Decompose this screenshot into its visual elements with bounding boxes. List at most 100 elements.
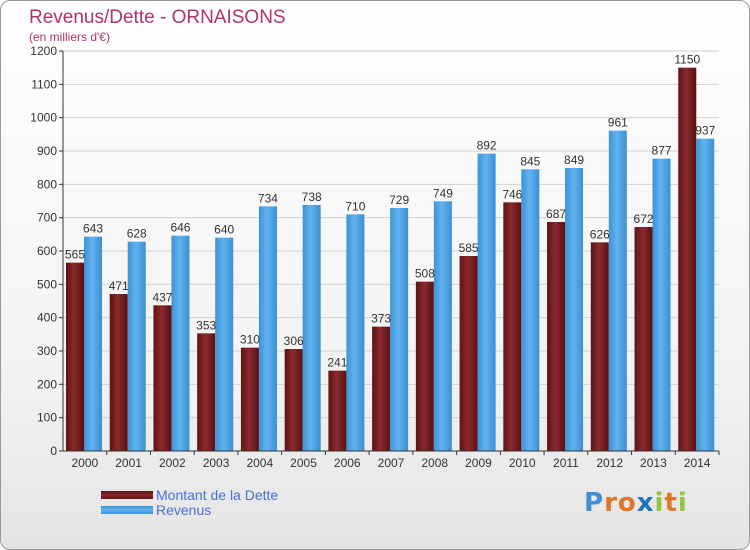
x-tick-label: 2014 (684, 456, 711, 470)
bar-debt (503, 202, 522, 451)
data-label-debt: 373 (371, 312, 391, 326)
y-tick-label: 300 (37, 344, 57, 358)
bar-debt (372, 326, 391, 451)
x-tick-label: 2009 (465, 456, 492, 470)
data-label-debt: 306 (284, 334, 304, 348)
logo-letter: P (584, 488, 605, 518)
y-tick-label: 700 (37, 211, 57, 225)
logo-letter: i (654, 488, 665, 518)
data-label-revenue: 877 (652, 144, 672, 158)
proxiti-logo: Proxiti (584, 488, 688, 518)
bar-revenue (565, 168, 584, 451)
x-tick-label: 2004 (246, 456, 273, 470)
y-tick-label: 400 (37, 311, 57, 325)
x-tick-label: 2012 (596, 456, 623, 470)
bar-revenue (127, 241, 146, 451)
bar-debt (109, 294, 128, 451)
data-label-revenue: 738 (302, 190, 322, 204)
chart-title: Revenus/Dette - ORNAISONS (29, 7, 286, 28)
bar-debt (415, 281, 434, 451)
data-label-revenue: 849 (564, 153, 584, 167)
bar-debt (590, 242, 609, 451)
data-label-debt: 565 (65, 248, 85, 262)
bar-debt (66, 262, 84, 451)
logo-letter: o (617, 488, 637, 518)
data-label-debt: 672 (634, 212, 654, 226)
data-label-debt: 508 (415, 267, 435, 281)
y-tick-label: 600 (37, 244, 57, 258)
y-tick-label: 200 (37, 377, 57, 391)
data-label-revenue: 749 (433, 186, 453, 200)
bar-revenue (215, 237, 234, 451)
data-label-debt: 471 (109, 279, 129, 293)
data-label-revenue: 640 (214, 223, 234, 237)
bar-revenue (608, 130, 627, 451)
legend-item-debt: Montant de la Dette (101, 486, 279, 503)
legend-label-debt: Montant de la Dette (156, 486, 279, 503)
bar-debt (328, 370, 347, 451)
chart-legend: Montant de la Dette Revenus (101, 486, 279, 518)
bar-debt (153, 305, 172, 451)
bar-revenue (652, 158, 671, 451)
bar-debt (547, 222, 566, 451)
bar-revenue (258, 206, 277, 451)
data-label-debt: 626 (590, 227, 610, 241)
bar-revenue (477, 153, 496, 451)
bar-revenue (171, 235, 190, 451)
legend-item-revenue: Revenus (101, 501, 278, 518)
bar-debt (459, 256, 478, 451)
x-tick-label: 2011 (553, 456, 579, 470)
y-tick-label: 1200 (30, 44, 57, 58)
data-label-debt: 687 (546, 207, 566, 221)
data-label-debt: 746 (502, 187, 522, 201)
data-label-debt: 310 (240, 333, 260, 347)
legend-label-revenue: Revenus (156, 501, 212, 518)
data-label-revenue: 937 (695, 124, 715, 138)
bar-debt (197, 333, 216, 451)
logo-letter: t (664, 488, 678, 518)
legend-swatch-revenue (101, 505, 153, 514)
x-tick-label: 2002 (159, 456, 186, 470)
bar-revenue (346, 214, 365, 451)
y-tick-label: 800 (37, 177, 57, 191)
legend-swatch-debt (101, 490, 153, 499)
bar-debt (284, 349, 303, 451)
bar-revenue (433, 201, 452, 451)
data-label-debt: 241 (327, 356, 347, 370)
x-tick-label: 2008 (421, 456, 448, 470)
data-label-debt: 353 (196, 318, 216, 332)
y-tick-label: 1000 (30, 111, 57, 125)
bar-revenue (302, 205, 321, 451)
data-label-revenue: 729 (389, 193, 409, 207)
data-label-debt: 1150 (674, 53, 700, 67)
logo-letter: r (604, 488, 618, 518)
bar-debt (678, 67, 697, 452)
data-label-revenue: 643 (83, 222, 103, 236)
y-tick-label: 100 (37, 411, 57, 425)
bar-debt (240, 347, 259, 451)
x-tick-label: 2013 (640, 456, 667, 470)
x-tick-label: 2010 (509, 456, 536, 470)
data-label-revenue: 845 (520, 154, 540, 168)
bar-revenue (84, 236, 102, 451)
bar-revenue (521, 169, 540, 452)
x-tick-label: 2003 (203, 456, 230, 470)
bar-revenue (696, 138, 715, 451)
data-label-debt: 437 (152, 290, 172, 304)
logo-letter: i (677, 488, 688, 518)
x-tick-label: 2006 (334, 456, 361, 470)
data-label-debt: 585 (459, 241, 479, 255)
x-tick-label: 2007 (378, 456, 405, 470)
y-tick-label: 900 (37, 144, 57, 158)
data-label-revenue: 734 (258, 191, 278, 205)
chart-unit-label: (en milliers d'€) (29, 30, 110, 44)
data-label-revenue: 961 (608, 116, 628, 130)
bar-revenue (390, 208, 409, 451)
logo-letter: x (636, 488, 655, 518)
data-label-revenue: 628 (127, 227, 147, 241)
x-tick-label: 2001 (115, 456, 142, 470)
bar-debt (634, 227, 653, 451)
x-tick-label: 2005 (290, 456, 317, 470)
